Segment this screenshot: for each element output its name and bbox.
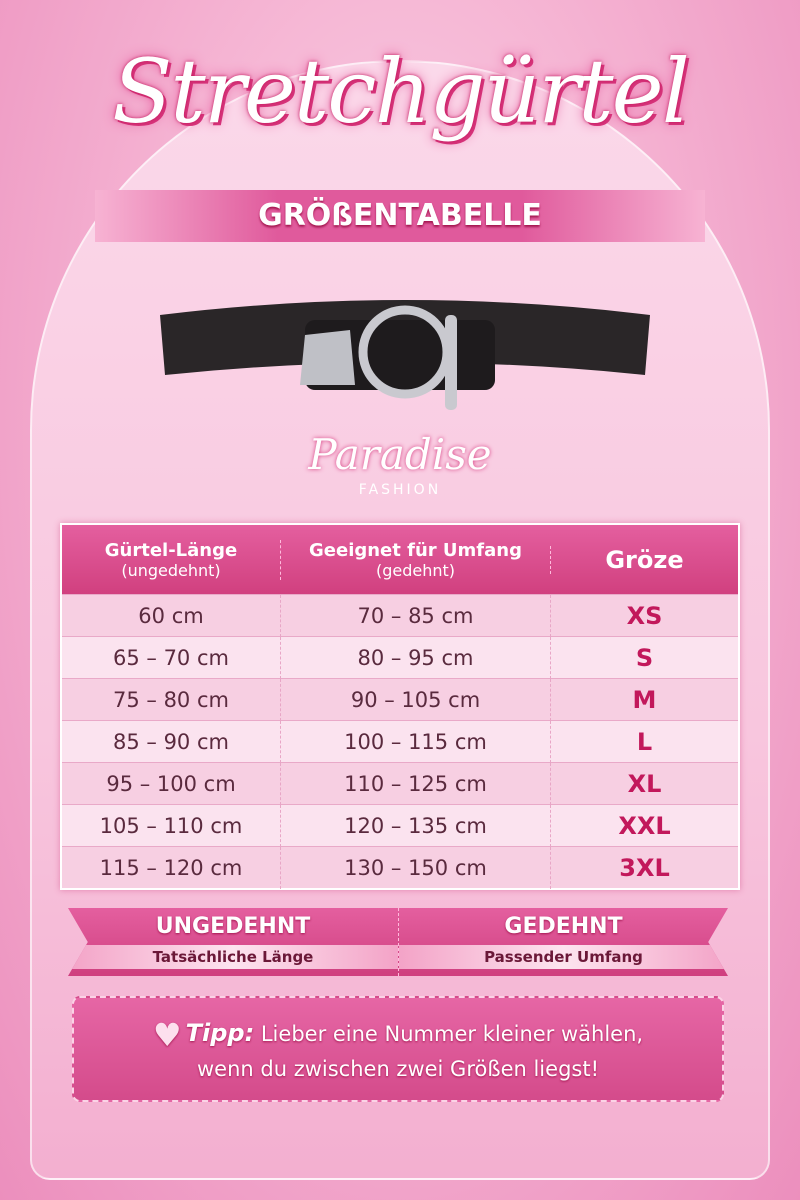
tip-line2: wenn du zwischen zwei Größen liegst! [196,1057,599,1081]
cell-length: 75 – 80 cm [113,688,229,712]
header-length: Gürtel-Länge [104,539,238,561]
subtitle-banner: GRÖßENTABELLE [95,190,705,242]
tip-box: ♥ Tipp: Lieber eine Nummer kleiner wählen… [72,996,724,1102]
cell-size: L [550,721,738,763]
cell-fit: 120 – 135 cm [280,805,550,847]
cell-fit: 110 – 125 cm [280,763,550,805]
legend-title: GEDEHNT [504,914,623,939]
cell-length: 115 – 120 cm [99,856,243,880]
cell-length: 95 – 100 cm [106,772,236,796]
cell-fit: 80 – 95 cm [280,637,550,679]
cell-size: XL [550,763,738,805]
table-row: 95 – 100 cm 110 – 125 cm XL [62,762,738,805]
table-row: 65 – 70 cm 80 – 95 cm S [62,636,738,679]
cell-size: M [550,679,738,721]
cell-length: 85 – 90 cm [113,730,229,754]
cell-size: S [550,637,738,679]
table-row: 60 cm 70 – 85 cm XS [62,594,738,637]
legend-banner: UNGEDEHNT Tatsächliche Länge GEDEHNT Passe… [68,908,728,976]
cell-fit: 90 – 105 cm [280,679,550,721]
tip-line1: Lieber eine Nummer kleiner wählen, [260,1022,644,1046]
cell-length: 105 – 110 cm [99,814,243,838]
table-row: 105 – 110 cm 120 – 135 cm XXL [62,804,738,847]
cell-length: 60 cm [138,604,204,628]
table-row: 75 – 80 cm 90 – 105 cm M [62,678,738,721]
legend-desc: Passender Umfang [399,945,728,969]
legend-title: UNGEDEHNT [155,914,311,939]
tip-label: Tipp: [185,1019,255,1047]
brand-tagline: FASHION [358,482,442,498]
cell-fit: 130 – 150 cm [280,847,550,889]
cell-fit: 70 – 85 cm [280,595,550,637]
belt-image [160,300,650,410]
size-table: Gürtel-Länge (ungedehnt) Geeignet für Umf… [60,523,740,890]
brand-logo: Paradise [308,430,492,479]
legend-desc: Tatsächliche Länge [68,945,398,969]
cell-size: XXL [550,805,738,847]
header-fit: Geeignet für Umfang [309,539,522,561]
cell-size: XS [550,595,738,637]
table-header: Gürtel-Länge (ungedehnt) Geeignet für Umf… [62,525,738,594]
header-fit-sub: (gedehnt) [375,560,456,580]
cell-size: 3XL [550,847,738,889]
table-row: 115 – 120 cm 130 – 150 cm 3XL [62,846,738,889]
cell-length: 65 – 70 cm [113,646,229,670]
cell-fit: 100 – 115 cm [280,721,550,763]
header-length-sub: (ungedehnt) [121,560,221,580]
header-size: Gröze [605,545,684,574]
table-row: 85 – 90 cm 100 – 115 cm L [62,720,738,763]
heart-icon: ♥ [152,1016,182,1054]
page-title: Stretchgürtel [112,40,690,143]
